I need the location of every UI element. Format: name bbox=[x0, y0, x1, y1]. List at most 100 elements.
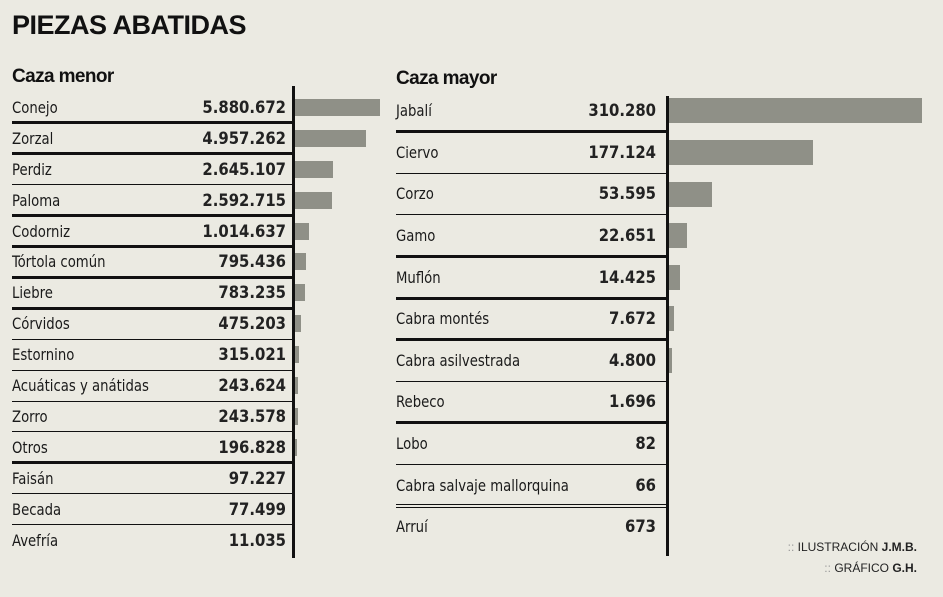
table-row: Gamo 22.651 bbox=[396, 215, 666, 257]
bar bbox=[294, 377, 298, 395]
value-label: 673 bbox=[625, 517, 656, 537]
credit-illustration: :: ILUSTRACIÓN J.M.B. bbox=[787, 540, 917, 554]
bar bbox=[668, 264, 680, 290]
table-row: Faisán 97.227 bbox=[12, 463, 292, 494]
value-label: 66 bbox=[635, 475, 656, 495]
bar bbox=[668, 306, 675, 332]
category-label: Cabra salvaje mallorquina bbox=[396, 475, 569, 495]
value-label: 243.578 bbox=[218, 406, 286, 426]
row-divider bbox=[396, 130, 666, 134]
chart-title: PIEZAS ABATIDAS bbox=[12, 10, 247, 40]
table-row: Lobo 82 bbox=[396, 423, 666, 465]
category-label: Cabra asilvestrada bbox=[396, 350, 521, 370]
category-label: Paloma bbox=[12, 190, 61, 210]
category-label: Estornino bbox=[12, 345, 75, 365]
value-label: 2.645.107 bbox=[202, 159, 286, 179]
table-row: Córvidos 475.203 bbox=[12, 308, 292, 339]
category-label: Acuáticas y anátidas bbox=[12, 376, 149, 396]
bar bbox=[294, 191, 332, 209]
row-divider bbox=[12, 524, 292, 526]
value-label: 315.021 bbox=[218, 345, 286, 365]
category-label: Codorniz bbox=[12, 221, 71, 241]
table-row: Estornino 315.021 bbox=[12, 339, 292, 370]
category-label: Conejo bbox=[12, 97, 58, 117]
category-label: Gamo bbox=[396, 226, 436, 246]
row-divider bbox=[396, 504, 666, 505]
category-label: Jabalí bbox=[396, 101, 432, 121]
right-subtitle: Caza mayor bbox=[396, 68, 497, 89]
value-label: 22.651 bbox=[598, 226, 656, 246]
value-label: 1.014.637 bbox=[202, 221, 286, 241]
value-label: 2.592.715 bbox=[202, 190, 286, 210]
table-row: Avefría 11.035 bbox=[12, 525, 292, 556]
table-row: Zorzal 4.957.262 bbox=[12, 123, 292, 154]
category-label: Rebeco bbox=[396, 392, 445, 412]
credit-graphic: :: GRÁFICO G.H. bbox=[824, 561, 917, 575]
row-divider bbox=[12, 400, 292, 402]
row-divider bbox=[396, 380, 666, 382]
table-row: Cabra salvaje mallorquina 66 bbox=[396, 464, 666, 506]
category-label: Faisán bbox=[12, 468, 54, 488]
value-label: 243.624 bbox=[218, 376, 286, 396]
bar bbox=[294, 346, 299, 364]
row-divider bbox=[12, 245, 292, 248]
row-divider bbox=[396, 214, 666, 216]
bar bbox=[294, 315, 301, 333]
table-row: Liebre 783.235 bbox=[12, 277, 292, 308]
bar bbox=[668, 223, 687, 249]
bar bbox=[294, 407, 298, 425]
value-label: 310.280 bbox=[588, 101, 656, 121]
bar bbox=[294, 129, 367, 147]
value-label: 97.227 bbox=[228, 468, 286, 488]
table-row: Paloma 2.592.715 bbox=[12, 185, 292, 216]
row-divider bbox=[396, 338, 666, 342]
row-divider bbox=[12, 275, 292, 279]
row-divider bbox=[396, 507, 666, 508]
row-divider bbox=[396, 254, 666, 258]
category-label: Zorro bbox=[12, 406, 48, 426]
row-divider bbox=[12, 461, 292, 465]
left-subtitle: Caza menor bbox=[12, 66, 114, 87]
category-label: Tórtola común bbox=[12, 252, 106, 272]
row-divider bbox=[396, 421, 666, 425]
table-row: Arruí 673 bbox=[396, 506, 666, 548]
bar bbox=[294, 284, 306, 302]
row-divider bbox=[12, 493, 292, 495]
bar-axis bbox=[666, 96, 669, 556]
value-label: 1.696 bbox=[609, 392, 656, 412]
value-label: 795.436 bbox=[218, 252, 286, 272]
table-row: Otros 196.828 bbox=[12, 432, 292, 463]
value-label: 475.203 bbox=[218, 314, 286, 334]
row-divider bbox=[396, 172, 666, 174]
table-row: Cabra asilvestrada 4.800 bbox=[396, 340, 666, 382]
category-label: Zorzal bbox=[12, 128, 54, 148]
category-label: Liebre bbox=[12, 283, 53, 303]
row-divider bbox=[12, 152, 292, 156]
bar bbox=[294, 438, 297, 456]
bar bbox=[668, 347, 672, 373]
value-label: 177.124 bbox=[588, 142, 656, 162]
value-label: 4.957.262 bbox=[202, 128, 286, 148]
bar bbox=[668, 181, 712, 207]
category-label: Lobo bbox=[396, 434, 428, 454]
category-label: Corzo bbox=[396, 184, 434, 204]
value-label: 11.035 bbox=[228, 530, 286, 550]
table-row: Tórtola común 795.436 bbox=[12, 247, 292, 278]
category-label: Cabra montés bbox=[396, 309, 490, 329]
table-row: Corzo 53.595 bbox=[396, 173, 666, 215]
category-label: Ciervo bbox=[396, 142, 439, 162]
value-label: 196.828 bbox=[218, 437, 286, 457]
category-label: Arruí bbox=[396, 517, 428, 537]
value-label: 53.595 bbox=[598, 184, 656, 204]
bar-axis bbox=[292, 86, 295, 558]
category-label: Córvidos bbox=[12, 314, 70, 334]
bar bbox=[668, 98, 922, 124]
category-label: Otros bbox=[12, 437, 48, 457]
bar bbox=[294, 253, 306, 271]
row-divider bbox=[12, 369, 292, 371]
row-divider bbox=[396, 463, 666, 465]
row-divider bbox=[12, 121, 292, 125]
value-label: 783.235 bbox=[218, 283, 286, 303]
value-label: 5.880.672 bbox=[202, 97, 286, 117]
row-divider bbox=[12, 184, 292, 186]
